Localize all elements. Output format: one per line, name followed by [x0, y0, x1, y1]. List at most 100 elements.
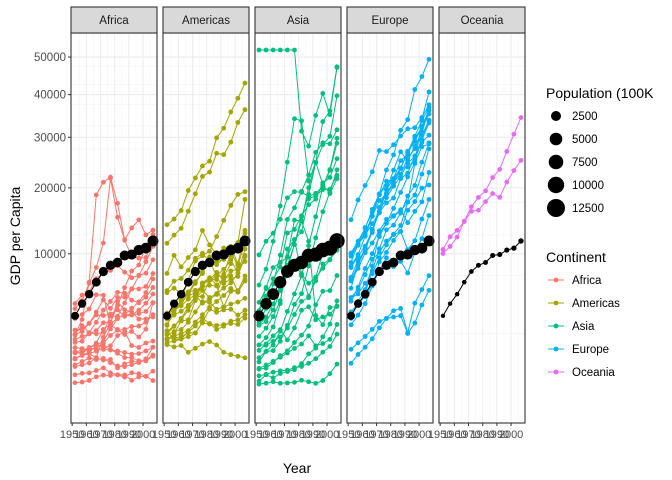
- data-point: [263, 362, 269, 368]
- x-tick-label: 1950: [428, 429, 452, 441]
- data-point: [192, 279, 198, 285]
- data-point: [362, 301, 368, 306]
- data-point: [405, 220, 411, 226]
- data-point: [143, 326, 149, 332]
- data-point: [384, 200, 389, 206]
- color-legend-label: Oceania: [572, 367, 615, 379]
- color-legend-label: Europe: [572, 344, 609, 356]
- data-point: [207, 158, 212, 164]
- data-point: [129, 362, 135, 367]
- color-legend: Continent Africa Americas Asia Europe Oceani…: [546, 249, 620, 379]
- data-point: [391, 167, 396, 173]
- data-point: [207, 295, 212, 300]
- reference-point: [388, 257, 399, 268]
- data-point: [192, 345, 198, 351]
- y-tick-label: 10000: [34, 249, 66, 261]
- data-point: [277, 334, 283, 340]
- data-point: [355, 241, 361, 247]
- x-tick-label: 1980: [102, 429, 126, 441]
- data-point: [129, 297, 135, 303]
- data-point: [228, 288, 234, 294]
- data-point: [348, 298, 354, 304]
- data-point: [200, 294, 205, 299]
- data-point: [334, 361, 340, 367]
- y-tick-label: 50000: [34, 52, 66, 64]
- data-point: [235, 270, 241, 276]
- data-point: [136, 345, 142, 350]
- data-point: [384, 216, 389, 222]
- data-point: [511, 168, 517, 173]
- data-point: [86, 306, 92, 312]
- data-point: [100, 365, 106, 371]
- data-point: [108, 305, 113, 311]
- data-point: [398, 149, 404, 155]
- data-point: [178, 327, 184, 332]
- data-point: [86, 370, 92, 376]
- data-point: [306, 185, 312, 191]
- data-point: [136, 374, 142, 380]
- data-point: [100, 240, 106, 246]
- data-point: [355, 286, 361, 292]
- data-point: [242, 278, 248, 284]
- data-point: [100, 179, 106, 185]
- data-point: [178, 225, 184, 231]
- data-point: [136, 299, 142, 305]
- data-point: [171, 306, 177, 312]
- data-point: [376, 325, 382, 331]
- data-point: [327, 257, 333, 263]
- data-point: [122, 355, 128, 360]
- data-point: [334, 156, 340, 162]
- data-point: [178, 334, 184, 340]
- data-point: [299, 218, 304, 224]
- data-point: [235, 261, 241, 267]
- data-point: [270, 342, 276, 348]
- data-point: [292, 340, 297, 345]
- data-point: [235, 353, 241, 359]
- data-point: [419, 144, 425, 150]
- data-point: [185, 307, 191, 313]
- data-point: [384, 149, 389, 154]
- data-point: [79, 359, 85, 364]
- data-point: [178, 264, 184, 270]
- data-point: [136, 360, 142, 365]
- x-tick-label: 1970: [364, 429, 388, 441]
- data-point: [108, 326, 113, 332]
- data-point: [398, 207, 404, 213]
- data-point: [327, 336, 333, 342]
- data-point: [164, 222, 170, 228]
- reference-point: [454, 291, 460, 297]
- data-point: [79, 334, 85, 339]
- data-point: [221, 125, 227, 131]
- data-point: [214, 262, 220, 268]
- data-point: [122, 285, 128, 290]
- data-point: [93, 328, 99, 334]
- size-legend-key: [547, 199, 565, 217]
- data-point: [150, 227, 156, 233]
- data-point: [334, 298, 340, 304]
- data-point: [284, 47, 290, 53]
- data-point: [93, 312, 99, 318]
- data-point: [150, 285, 156, 290]
- data-point: [256, 355, 262, 361]
- data-point: [391, 314, 396, 320]
- x-tick-label: 1990: [393, 429, 417, 441]
- data-point: [115, 333, 120, 338]
- data-point: [376, 228, 382, 234]
- data-point: [228, 352, 234, 358]
- series-line: [350, 143, 430, 302]
- panel-background: [163, 33, 249, 423]
- data-point: [150, 338, 156, 344]
- reference-series: [162, 235, 251, 320]
- data-point: [384, 250, 389, 255]
- data-point: [299, 307, 304, 313]
- data-point: [263, 341, 269, 347]
- data-point: [419, 216, 425, 222]
- reference-point: [260, 297, 272, 310]
- data-point: [292, 205, 297, 211]
- data-point: [292, 116, 297, 122]
- data-point: [277, 260, 283, 265]
- data-point: [185, 334, 191, 340]
- data-point: [228, 301, 234, 307]
